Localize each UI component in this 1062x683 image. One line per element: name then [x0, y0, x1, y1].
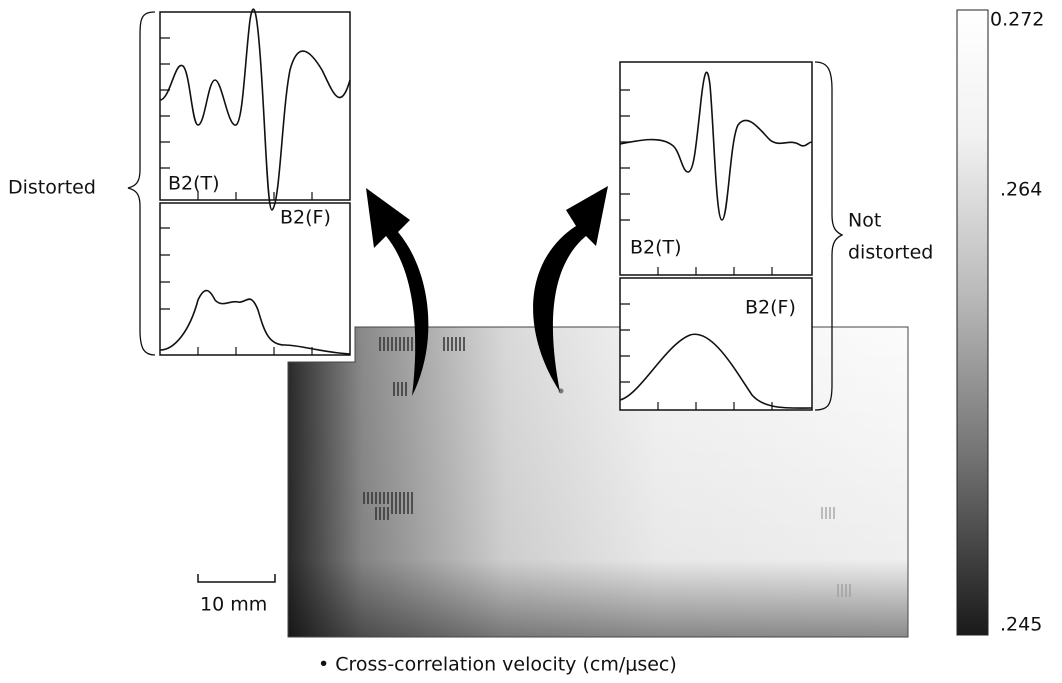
panel-label: B2(T): [168, 173, 220, 195]
not-distorted-label: distorted: [848, 242, 933, 264]
panel-label: B2(F): [280, 207, 331, 229]
colorbar: [956, 9, 989, 636]
scale-bar: [197, 574, 276, 583]
scan-image: [287, 326, 909, 638]
colorbar-tick-label: 0.272: [990, 9, 1044, 31]
right-panels: B2(T) B2(F) Not distorted: [619, 61, 933, 411]
not-distorted-label: Not: [848, 210, 881, 232]
panel-label: B2(F): [745, 297, 796, 319]
panel-label: B2(T): [630, 237, 682, 259]
colorbar-tick-label: .245: [1000, 614, 1042, 636]
caption: • Cross-correlation velocity (cm/μsec): [318, 654, 677, 676]
distorted-label: Distorted: [8, 177, 96, 199]
arrow: [533, 186, 608, 392]
scale-bar-label: 10 mm: [200, 594, 267, 616]
colorbar-tick-label: .264: [1000, 179, 1042, 201]
arrow: [366, 188, 429, 396]
left-panels: B2(T) B2(F) Distorted: [8, 8, 351, 356]
